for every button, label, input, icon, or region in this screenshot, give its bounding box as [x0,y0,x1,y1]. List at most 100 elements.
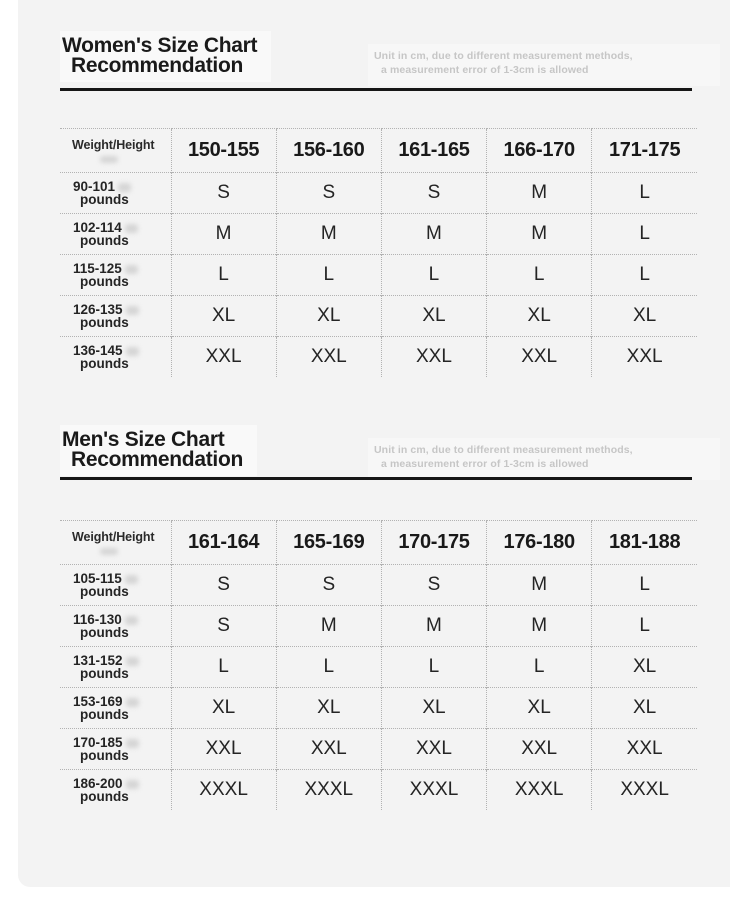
size-value-cell: XL [170,687,277,729]
weight-range: 90-101 [73,179,116,194]
size-value-cell: L [591,564,697,606]
weight-range: 116-130 [73,612,122,627]
size-value-cell: XXL [486,728,592,770]
weight-range: 153-169 [73,694,123,709]
table-row: 126-135 pounds XL XL XL XL XL [60,295,697,337]
weight-label-cell: 116-130 pounds [60,605,171,647]
size-value-cell: XXL [591,728,697,770]
corner-label: Weight/Height [72,138,155,152]
size-value-cell: L [591,172,697,214]
women-title-line2: Recommendation [71,54,243,77]
table-row: 116-130 pounds S M M M L [60,605,697,647]
corner-label-cell: Weight/Height [60,128,171,173]
size-value-cell: XL [275,295,382,337]
table-row: 102-114 pounds M M M M L [60,213,697,255]
size-value-cell: M [275,213,382,255]
men-note-line2: a measurement error of 1-3cm is allowed [381,457,589,470]
women-section-title: Women's Size Chart Recommendation [60,31,272,82]
size-value-cell: XL [486,295,592,337]
height-range-header: 181-188 [591,520,697,565]
women-section-divider [60,88,692,91]
weight-range: 102-114 [73,220,122,235]
size-value-cell: XL [170,295,277,337]
size-value-cell: L [275,254,382,296]
size-value-cell: M [170,213,277,255]
size-value-cell: L [170,254,277,296]
women-title-line1: Women's Size Chart [62,34,258,57]
weight-label-cell: 153-169 pounds [60,687,171,729]
men-title-line1: Men's Size Chart [62,428,225,451]
size-value-cell: XL [380,295,487,337]
men-section-title: Men's Size Chart Recommendation [60,425,257,476]
blurred-smudge [125,656,139,666]
men-size-table: Weight/Height 161-164 165-169 170-175 176-18… [60,520,697,810]
size-value-cell: M [486,172,592,214]
blurred-smudge [125,779,139,789]
table-row: 170-185 pounds XXL XXL XXL XXL XXL [60,728,697,770]
weight-unit: pounds [80,625,129,640]
size-value-cell: L [591,213,697,255]
corner-label-cell: Weight/Height [60,520,171,565]
blurred-smudge [125,738,139,748]
table-row: 115-125 pounds L L L L L [60,254,697,296]
blurred-smudge [100,156,118,163]
weight-range: 136-145 [73,343,123,358]
size-value-cell: XXXL [591,769,697,810]
weight-label-cell: 136-145 pounds [60,336,171,377]
height-range-header: 161-164 [170,520,277,565]
size-value-cell: XXL [486,336,592,377]
table-row: 131-152 pounds L L L L XL [60,646,697,688]
blurred-smudge [124,574,138,584]
weight-label-cell: 131-152 pounds [60,646,171,688]
blurred-smudge [124,223,138,233]
weight-unit: pounds [80,748,129,763]
table-row: 153-169 pounds XL XL XL XL XL [60,687,697,729]
weight-range: 126-135 [73,302,123,317]
weight-unit: pounds [80,666,129,681]
weight-label-cell: 115-125 pounds [60,254,171,296]
size-value-cell: S [170,605,277,647]
weight-unit: pounds [80,356,129,371]
weight-label-cell: 170-185 pounds [60,728,171,770]
size-value-cell: L [486,254,592,296]
size-value-cell: M [486,605,592,647]
size-value-cell: L [591,254,697,296]
height-range-header: 176-180 [486,520,592,565]
height-range-header: 171-175 [591,128,697,173]
women-measurement-note: Unit in cm, due to different measurement… [368,44,720,86]
size-chart-panel: Women's Size Chart Recommendation Unit i… [18,0,730,887]
blurred-smudge [124,615,138,625]
size-value-cell: XXXL [170,769,277,810]
size-value-cell: S [170,172,277,214]
size-value-cell: XL [275,687,382,729]
size-value-cell: S [380,172,487,214]
size-value-cell: XXL [380,336,487,377]
size-value-cell: XXXL [486,769,592,810]
weight-label-cell: 126-135 pounds [60,295,171,337]
size-value-cell: L [275,646,382,688]
weight-range: 131-152 [73,653,123,668]
size-value-cell: S [380,564,487,606]
size-value-cell: S [170,564,277,606]
weight-range: 105-115 [73,571,122,586]
blurred-smudge [125,346,139,356]
size-value-cell: XXL [170,728,277,770]
table-header-row: Weight/Height 150-155 156-160 161-165 166-17… [60,128,697,173]
table-row: 186-200 pounds XXXL XXXL XXXL XXXL XXXL [60,769,697,810]
size-value-cell: XL [591,295,697,337]
size-value-cell: XL [486,687,592,729]
size-value-cell: L [380,646,487,688]
size-value-cell: M [486,564,592,606]
weight-range: 170-185 [73,735,123,750]
height-range-header: 170-175 [380,520,487,565]
weight-label-cell: 90-101 pounds [60,172,171,214]
weight-label-cell: 105-115 pounds [60,564,171,606]
weight-unit: pounds [80,584,129,599]
size-value-cell: L [591,605,697,647]
height-range-header: 165-169 [275,520,382,565]
weight-unit: pounds [80,789,129,804]
blurred-smudge [125,305,139,315]
size-value-cell: M [486,213,592,255]
size-value-cell: M [275,605,382,647]
weight-range: 115-125 [73,261,122,276]
